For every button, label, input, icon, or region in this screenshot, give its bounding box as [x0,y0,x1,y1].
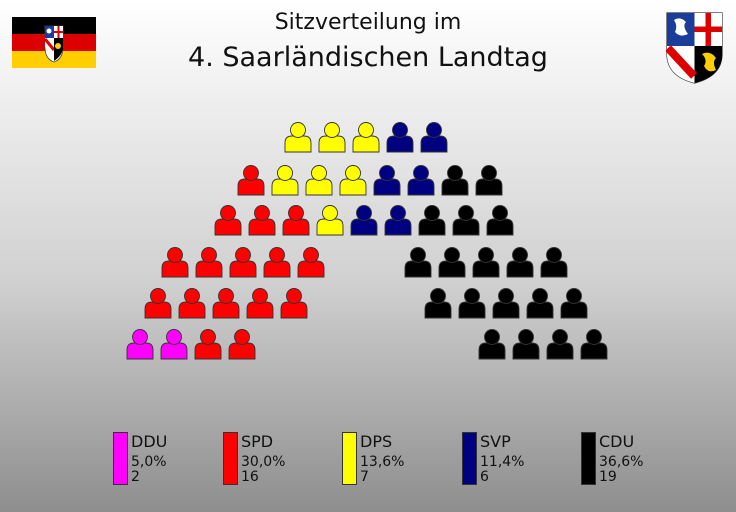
chart-title-line1: Sitzverteilung im [274,10,462,35]
seat-spd [263,247,291,278]
legend-party-name: DPS [360,432,393,451]
seat-ddu [160,329,188,360]
seat-dps [352,122,380,153]
seat-spd [144,288,172,319]
seat-cdu [492,288,520,319]
seat-cdu [540,247,568,278]
seat-cdu [475,165,503,196]
seat-dps [316,205,344,236]
legend-swatch [223,432,238,485]
legend-party-name: CDU [599,432,635,451]
seat-dps [305,165,333,196]
seat-dps [271,165,299,196]
legend-percent: 36,6% [599,454,644,470]
seat-cdu [424,288,452,319]
seat-spd [194,329,222,360]
seat-cdu [472,247,500,278]
seat-cdu [458,288,486,319]
seat-dps [339,165,367,196]
seat-spd [229,247,257,278]
saarland-coat-of-arms-icon [666,12,723,84]
legend-percent: 13,6% [360,454,405,470]
seat-cdu [560,288,588,319]
seat-cdu [478,329,506,360]
seat-spd [161,247,189,278]
seat-cdu [404,247,432,278]
legend-party-name: SPD [241,432,274,451]
seat-spd [212,288,240,319]
legend-percent: 11,4% [480,454,525,470]
seat-spd [228,329,256,360]
legend-party-name: SVP [480,432,511,451]
seat-spd [248,205,276,236]
legend-percent: 5,0% [131,454,167,470]
legend-swatch [581,432,596,485]
legend-swatch [342,432,357,485]
seat-dps [318,122,346,153]
legend-swatch [113,432,128,485]
seat-svp [407,165,435,196]
seat-ddu [126,329,154,360]
seat-dps [284,122,312,153]
legend-swatch [462,432,477,485]
seat-spd [237,165,265,196]
legend-percent: 30,0% [241,454,286,470]
seat-spd [178,288,206,319]
seat-spd [297,247,325,278]
seat-spd [280,288,308,319]
legend-seat-count: 6 [480,469,489,485]
seat-spd [246,288,274,319]
seat-cdu [486,205,514,236]
legend-party-name: DDU [131,432,168,451]
seat-cdu [512,329,540,360]
seat-cdu [506,247,534,278]
seat-cdu [418,205,446,236]
seat-cdu [580,329,608,360]
seat-cdu [546,329,574,360]
seat-cdu [526,288,554,319]
seat-cdu [438,247,466,278]
legend-seat-count: 7 [360,469,369,485]
legend-seat-count: 2 [131,469,140,485]
seat-svp [373,165,401,196]
legend-seat-count: 19 [599,469,617,485]
seat-cdu [441,165,469,196]
seat-spd [214,205,242,236]
seat-spd [195,247,223,278]
seat-svp [386,122,414,153]
seat-spd [282,205,310,236]
seat-svp [350,205,378,236]
chart-title-line2: 4. Saarländischen Landtag [188,42,548,73]
legend-seat-count: 16 [241,469,259,485]
seat-cdu [452,205,480,236]
saarland-flag-icon [12,17,96,68]
seat-svp [420,122,448,153]
seat-svp [384,205,412,236]
